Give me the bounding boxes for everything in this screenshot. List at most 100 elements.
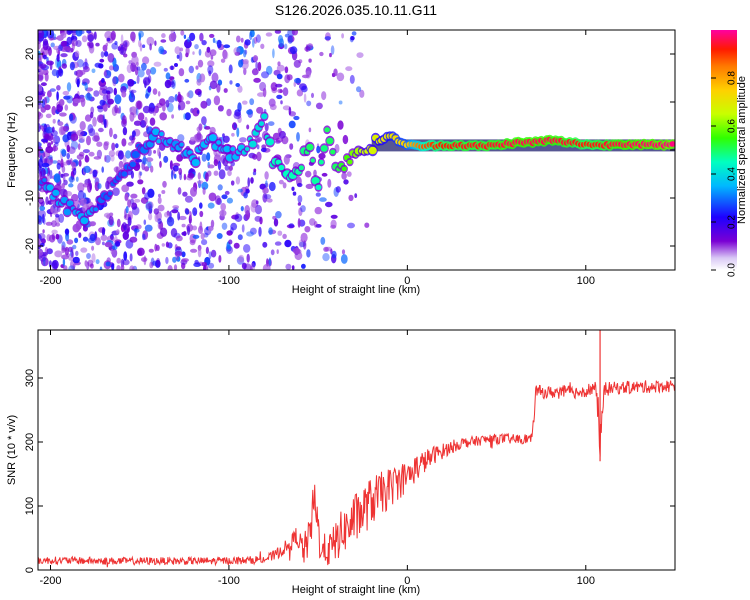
spectrogram-noise-blob <box>75 30 83 37</box>
spectrogram-noise-blob <box>196 78 202 86</box>
spectrogram-noise-blob <box>321 172 328 177</box>
spectrogram-noise-blob <box>123 251 128 261</box>
spectrogram-noise-blob <box>53 173 61 183</box>
spectrogram-noise-blob <box>215 152 221 158</box>
spectrogram-noise-blob <box>330 219 337 229</box>
spectrogram-noise-blob <box>157 218 162 225</box>
spectrogram-noise-blob <box>40 82 47 87</box>
spectrogram-noise-blob <box>119 46 127 56</box>
snr-frame <box>37 329 676 571</box>
spectrogram-noise-blob <box>173 264 178 270</box>
spectrogram-noise-blob <box>320 236 326 245</box>
spectrogram-noise-blob <box>202 187 206 195</box>
spectrogram-noise-blob <box>62 172 70 177</box>
spectrogram-noise-blob <box>252 55 259 62</box>
spectrogram-noise-blob <box>64 228 70 235</box>
spectrogram-noise-blob <box>127 142 133 146</box>
spectrogram-noise-blob <box>210 219 215 228</box>
spectrogram-noise-blob <box>118 73 125 83</box>
spectrogram-noise-blob <box>45 126 53 134</box>
spectrogram-noise-blob <box>277 35 284 44</box>
spectrogram-noise-blob <box>122 231 129 241</box>
spectrogram-noise-blob <box>201 239 208 246</box>
spectrogram-noise-blob <box>241 60 249 70</box>
spectrogram-noise-blob <box>263 187 269 194</box>
spectrogram-track-point <box>315 184 322 190</box>
snr-plot-area <box>38 330 675 570</box>
spectrogram-x-tick-label: 0 <box>404 275 410 287</box>
spectrogram-noise-blob <box>66 36 73 46</box>
spectrogram-noise-blob <box>122 259 130 266</box>
spectrogram-noise-blob <box>322 253 330 262</box>
spectrogram-noise-blob <box>111 142 116 151</box>
spectrogram-noise-blob <box>172 205 180 209</box>
spectrogram-noise-blob <box>126 181 134 187</box>
spectrogram-noise-blob <box>147 188 155 198</box>
spectrogram-noise-blob <box>268 181 276 192</box>
spectrogram-noise-blob <box>84 114 92 122</box>
spectrogram-noise-blob <box>228 64 233 74</box>
spectrogram-noise-blob <box>100 51 105 58</box>
spectrogram-noise-blob <box>259 183 266 190</box>
spectrogram-noise-blob <box>72 256 80 264</box>
colorbar-gradient <box>711 30 737 270</box>
spectrogram-noise-blob <box>350 36 355 41</box>
spectrogram-noise-blob <box>46 248 53 255</box>
spectrogram-track-point <box>310 158 316 163</box>
spectrogram-x-label: Height of straight line (km) <box>292 284 420 296</box>
spectrogram-noise-blob <box>68 176 75 183</box>
spectrogram-noise-blob <box>82 149 90 154</box>
spectrogram-noise-blob <box>274 241 282 246</box>
spectrogram-noise-blob <box>356 52 364 58</box>
spectrogram-noise-blob <box>97 114 105 123</box>
spectrogram-noise-blob <box>246 124 250 130</box>
spectrogram-noise-blob <box>342 134 349 145</box>
spectrogram-noise-blob <box>197 91 202 97</box>
spectrogram-track-point <box>131 151 140 159</box>
spectrogram-noise-blob <box>300 232 308 243</box>
spectrogram-noise-blob <box>106 37 111 42</box>
spectrogram-noise-blob <box>231 132 235 137</box>
spectrogram-noise-blob <box>330 45 335 55</box>
spectrogram-noise-blob <box>227 170 232 177</box>
spectrogram-noise-blob <box>296 89 304 97</box>
spectrogram-noise-blob <box>144 224 153 232</box>
spectrogram-noise-blob <box>236 127 240 138</box>
spectrogram-track-point <box>306 143 314 151</box>
spectrogram-noise-blob <box>282 182 287 189</box>
spectrogram-noise-blob <box>153 61 162 67</box>
spectrogram-noise-blob <box>136 66 141 71</box>
spectrogram-noise-blob <box>297 195 303 203</box>
spectrogram-noise-blob <box>112 187 120 196</box>
spectrogram-noise-blob <box>98 63 104 69</box>
spectrogram-noise-blob <box>142 44 146 48</box>
spectrogram-noise-blob <box>197 172 201 180</box>
spectrogram-noise-blob <box>39 63 47 69</box>
spectrogram-noise-blob <box>249 31 253 41</box>
spectrogram-noise-blob <box>260 147 267 153</box>
spectrogram-noise-blob <box>51 69 58 77</box>
spectrogram-noise-blob <box>217 160 222 171</box>
spectrogram-noise-blob <box>278 179 284 185</box>
spectrogram-track-point <box>261 113 268 120</box>
spectrogram-noise-blob <box>126 228 130 233</box>
spectrogram-noise-blob <box>137 112 145 121</box>
spectrogram-noise-blob <box>110 30 116 41</box>
spectrogram-noise-blob <box>121 184 130 193</box>
spectrogram-noise-blob <box>206 152 211 162</box>
spectrogram-noise-blob <box>54 250 63 258</box>
spectrogram-noise-blob <box>157 204 165 212</box>
spectrogram-noise-blob <box>38 142 42 147</box>
spectrogram-noise-blob <box>208 251 212 259</box>
spectrogram-noise-blob <box>86 253 91 259</box>
spectrogram-track-point <box>324 127 330 133</box>
spectrogram-noise-blob <box>133 228 140 233</box>
spectrogram-noise-blob <box>204 50 212 58</box>
spectrogram-noise-blob <box>208 192 217 202</box>
spectrogram-noise-blob <box>160 39 167 43</box>
spectrogram-noise-blob <box>183 34 187 39</box>
spectrogram-noise-blob <box>38 122 41 133</box>
spectrogram-noise-blob <box>45 113 52 119</box>
spectrogram-noise-blob <box>237 234 243 241</box>
spectrogram-noise-blob <box>56 53 60 62</box>
